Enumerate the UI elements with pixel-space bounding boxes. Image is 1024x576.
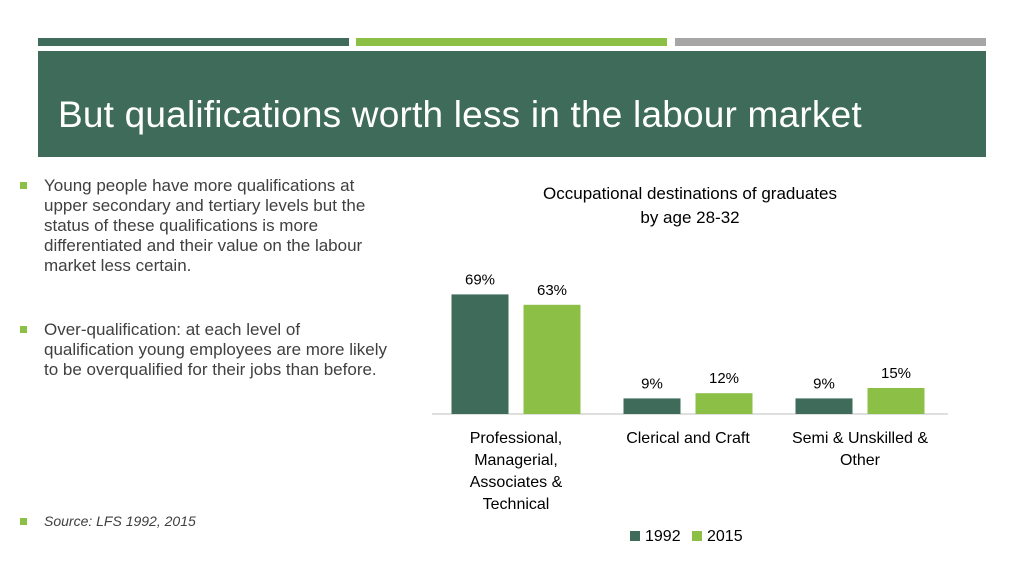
legend-swatch [630,531,640,541]
legend-label: 2015 [707,528,743,545]
data-label: 63% [537,282,567,299]
category-label-line: Technical [482,496,550,513]
category-label-line: Professional, [469,430,563,447]
bullet-text: Young people have more qualifications at… [44,176,366,275]
category-label: Clerical and Craft [613,428,763,450]
data-label: 9% [641,375,663,392]
bar-1992-0 [451,294,509,414]
data-label: 69% [465,271,495,288]
bar-2015-1 [695,393,753,414]
bar-2015-2 [867,388,925,414]
bar-1992-2 [795,398,853,414]
category-label: Semi & Unskilled & Other [785,428,935,472]
bullet-marker [20,518,27,525]
top-stripe-dark-green [38,38,349,46]
data-label: 15% [881,365,911,382]
category-label: Professional, Managerial, Associates & Tech… [441,428,591,516]
data-label: 9% [813,375,835,392]
source-text: Source: LFS 1992, 2015 [44,513,196,529]
bullet-text: Over-qualification: at each level of qua… [44,320,388,379]
legend-label: 1992 [645,528,681,545]
category-label-line: Clerical and Craft [626,430,750,447]
bullet-marker [20,326,27,333]
category-label-line: Semi & Unskilled & [791,430,929,447]
top-stripe-light-green [356,38,667,46]
bar-1992-1 [623,398,681,414]
legend-swatch [692,531,702,541]
legend-item: 1992 [630,528,681,546]
slide-title: But qualifications worth less in the lab… [58,94,862,135]
bullet-marker [20,182,27,189]
bar-2015-0 [523,304,581,414]
category-label-line: Managerial, [474,452,558,469]
bar-chart: Occupational destinations of graduates b… [420,176,980,556]
category-label-line: Other [839,452,880,469]
chart-plot: 69% 63% 9% 12% 9% 15% [432,271,948,415]
top-stripe-grey [675,38,986,46]
chart-title-line2: by age 28-32 [640,208,740,227]
category-label-line: Associates & [469,474,563,491]
chart-title-line1: Occupational destinations of graduates [543,184,837,203]
data-label: 12% [709,370,739,387]
legend-item: 2015 [692,528,743,546]
title-band: But qualifications worth less in the lab… [38,51,986,157]
